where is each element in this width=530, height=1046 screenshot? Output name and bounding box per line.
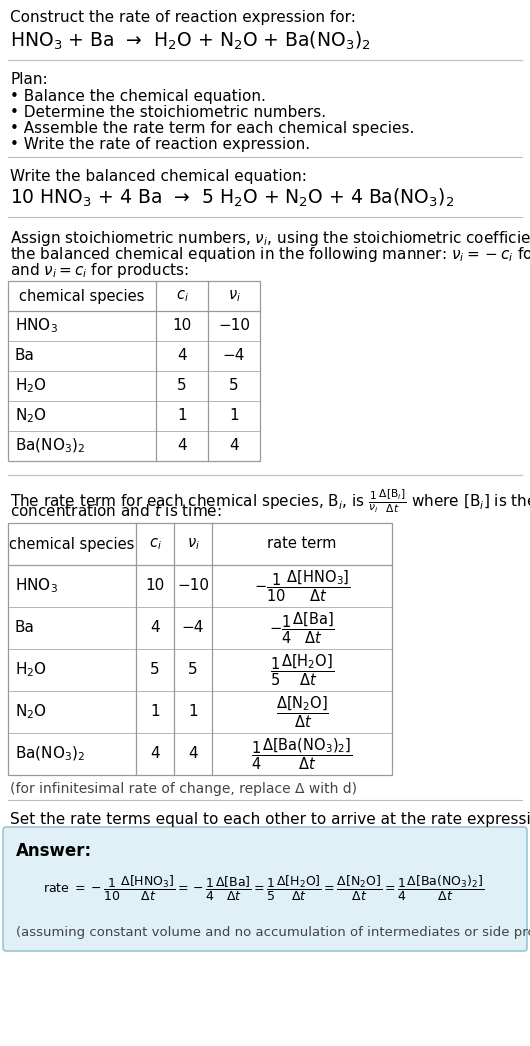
Text: $\dfrac{1}{5}\dfrac{\Delta[\mathrm{H_2O}]}{\Delta t}$: $\dfrac{1}{5}\dfrac{\Delta[\mathrm{H_2O}… xyxy=(270,653,334,688)
Text: 10: 10 xyxy=(172,318,192,334)
Text: the balanced chemical equation in the following manner: $\nu_i = -c_i$ for react: the balanced chemical equation in the fo… xyxy=(10,245,530,264)
Text: 5: 5 xyxy=(229,379,239,393)
Text: • Write the rate of reaction expression.: • Write the rate of reaction expression. xyxy=(10,137,310,152)
Text: 1: 1 xyxy=(229,409,239,424)
Text: Write the balanced chemical equation:: Write the balanced chemical equation: xyxy=(10,169,307,184)
Text: Ba: Ba xyxy=(15,348,35,364)
Text: −4: −4 xyxy=(223,348,245,364)
Text: 4: 4 xyxy=(177,438,187,454)
Text: rate $= -\dfrac{1}{10}\dfrac{\Delta[\mathrm{HNO_3}]}{\Delta t} = -\dfrac{1}{4}\d: rate $= -\dfrac{1}{10}\dfrac{\Delta[\mat… xyxy=(43,873,484,903)
Text: N$_2$O: N$_2$O xyxy=(15,703,47,722)
Text: • Determine the stoichiometric numbers.: • Determine the stoichiometric numbers. xyxy=(10,105,326,120)
Text: 1: 1 xyxy=(188,705,198,720)
Text: −4: −4 xyxy=(182,620,204,636)
Text: HNO$_3$: HNO$_3$ xyxy=(15,317,58,336)
Bar xyxy=(8,281,260,461)
Text: (for infinitesimal rate of change, replace Δ with d): (for infinitesimal rate of change, repla… xyxy=(10,782,357,796)
Text: 5: 5 xyxy=(177,379,187,393)
Text: (assuming constant volume and no accumulation of intermediates or side products): (assuming constant volume and no accumul… xyxy=(16,926,530,939)
Text: The rate term for each chemical species, B$_i$, is $\frac{1}{\nu_i}\frac{\Delta[: The rate term for each chemical species,… xyxy=(10,487,530,515)
Text: −10: −10 xyxy=(177,578,209,593)
Text: Set the rate terms equal to each other to arrive at the rate expression:: Set the rate terms equal to each other t… xyxy=(10,812,530,827)
Text: rate term: rate term xyxy=(267,537,337,551)
Text: 4: 4 xyxy=(177,348,187,364)
Text: • Balance the chemical equation.: • Balance the chemical equation. xyxy=(10,89,266,104)
Text: $-\dfrac{1}{4}\dfrac{\Delta[\mathrm{Ba}]}{\Delta t}$: $-\dfrac{1}{4}\dfrac{\Delta[\mathrm{Ba}]… xyxy=(269,610,335,645)
Text: chemical species: chemical species xyxy=(10,537,135,551)
Text: 5: 5 xyxy=(188,662,198,678)
Text: Ba(NO$_3$)$_2$: Ba(NO$_3$)$_2$ xyxy=(15,437,85,455)
Bar xyxy=(8,523,392,775)
Text: 4: 4 xyxy=(150,747,160,761)
Text: Assign stoichiometric numbers, $\nu_i$, using the stoichiometric coefficients, $: Assign stoichiometric numbers, $\nu_i$, … xyxy=(10,229,530,248)
Text: Answer:: Answer: xyxy=(16,842,92,860)
Text: $\dfrac{1}{4}\dfrac{\Delta[\mathrm{Ba(NO_3)_2}]}{\Delta t}$: $\dfrac{1}{4}\dfrac{\Delta[\mathrm{Ba(NO… xyxy=(251,736,353,772)
Text: H$_2$O: H$_2$O xyxy=(15,377,47,395)
Text: 4: 4 xyxy=(188,747,198,761)
Text: Ba: Ba xyxy=(15,620,35,636)
Text: $\nu_i$: $\nu_i$ xyxy=(227,288,241,303)
Text: HNO$_3$ + Ba  →  H$_2$O + N$_2$O + Ba(NO$_3$)$_2$: HNO$_3$ + Ba → H$_2$O + N$_2$O + Ba(NO$_… xyxy=(10,30,371,52)
Text: chemical species: chemical species xyxy=(19,289,145,303)
Text: HNO$_3$: HNO$_3$ xyxy=(15,576,58,595)
Text: 5: 5 xyxy=(150,662,160,678)
Text: 10: 10 xyxy=(145,578,165,593)
Text: and $\nu_i = c_i$ for products:: and $\nu_i = c_i$ for products: xyxy=(10,262,189,280)
Text: $c_i$: $c_i$ xyxy=(148,537,162,552)
Text: 1: 1 xyxy=(150,705,160,720)
Text: Plan:: Plan: xyxy=(10,72,48,87)
Text: H$_2$O: H$_2$O xyxy=(15,661,47,679)
Text: $-\dfrac{1}{10}\dfrac{\Delta[\mathrm{HNO_3}]}{\Delta t}$: $-\dfrac{1}{10}\dfrac{\Delta[\mathrm{HNO… xyxy=(254,568,350,604)
Text: 1: 1 xyxy=(177,409,187,424)
Text: 4: 4 xyxy=(229,438,239,454)
Text: N$_2$O: N$_2$O xyxy=(15,407,47,426)
Text: −10: −10 xyxy=(218,318,250,334)
Text: Ba(NO$_3$)$_2$: Ba(NO$_3$)$_2$ xyxy=(15,745,85,764)
Text: 4: 4 xyxy=(150,620,160,636)
Text: $c_i$: $c_i$ xyxy=(175,288,189,303)
Text: $\nu_i$: $\nu_i$ xyxy=(187,537,199,552)
FancyBboxPatch shape xyxy=(3,827,527,951)
Text: concentration and $t$ is time:: concentration and $t$ is time: xyxy=(10,503,222,519)
Text: 10 HNO$_3$ + 4 Ba  →  5 H$_2$O + N$_2$O + 4 Ba(NO$_3$)$_2$: 10 HNO$_3$ + 4 Ba → 5 H$_2$O + N$_2$O + … xyxy=(10,187,454,209)
Text: • Assemble the rate term for each chemical species.: • Assemble the rate term for each chemic… xyxy=(10,121,414,136)
Text: Construct the rate of reaction expression for:: Construct the rate of reaction expressio… xyxy=(10,10,356,25)
Text: $\dfrac{\Delta[\mathrm{N_2O}]}{\Delta t}$: $\dfrac{\Delta[\mathrm{N_2O}]}{\Delta t}… xyxy=(276,695,329,730)
